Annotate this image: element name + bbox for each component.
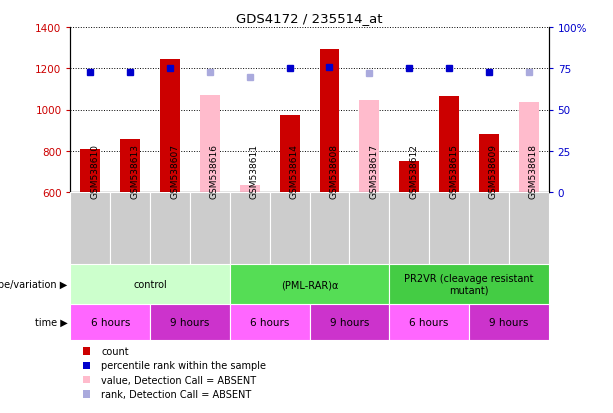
Text: GSM538618: GSM538618	[528, 143, 538, 198]
Bar	[389, 264, 549, 304]
Bar	[439, 97, 459, 192]
Text: GSM538613: GSM538613	[130, 143, 139, 198]
Text: value, Detection Call = ABSENT: value, Detection Call = ABSENT	[101, 375, 256, 385]
Text: PR2VR (cleavage resistant
mutant): PR2VR (cleavage resistant mutant)	[404, 273, 534, 295]
Bar	[429, 192, 469, 264]
Bar	[230, 304, 310, 340]
Bar	[70, 192, 110, 264]
Bar	[70, 264, 230, 304]
Bar	[310, 304, 389, 340]
Bar	[469, 192, 509, 264]
Text: GSM538616: GSM538616	[210, 143, 219, 198]
Text: GSM538611: GSM538611	[250, 143, 259, 198]
Text: GSM538607: GSM538607	[170, 143, 179, 198]
Text: count: count	[101, 346, 129, 356]
Bar	[230, 192, 270, 264]
Text: GSM538614: GSM538614	[289, 144, 299, 198]
Text: GSM538609: GSM538609	[489, 143, 498, 198]
Bar	[519, 103, 539, 192]
Text: 6 hours: 6 hours	[250, 317, 289, 327]
Bar	[389, 304, 469, 340]
Bar	[280, 115, 300, 192]
Text: GSM538612: GSM538612	[409, 144, 418, 198]
Bar	[160, 59, 180, 192]
Text: control: control	[133, 279, 167, 289]
Bar	[150, 192, 190, 264]
Bar	[479, 135, 499, 192]
Bar	[389, 192, 429, 264]
Bar	[270, 192, 310, 264]
Text: 6 hours: 6 hours	[91, 317, 130, 327]
Title: GDS4172 / 235514_at: GDS4172 / 235514_at	[237, 12, 383, 25]
Text: (PML-RAR)α: (PML-RAR)α	[281, 279, 338, 289]
Text: GSM538615: GSM538615	[449, 143, 458, 198]
Bar	[240, 185, 260, 192]
Bar	[469, 304, 549, 340]
Text: rank, Detection Call = ABSENT: rank, Detection Call = ABSENT	[101, 389, 251, 399]
Text: GSM538608: GSM538608	[330, 143, 338, 198]
Bar	[319, 50, 340, 192]
Text: time ▶: time ▶	[35, 317, 67, 327]
Text: 9 hours: 9 hours	[170, 317, 210, 327]
Text: 6 hours: 6 hours	[409, 317, 449, 327]
Text: 9 hours: 9 hours	[489, 317, 528, 327]
Text: GSM538610: GSM538610	[91, 143, 99, 198]
Bar	[110, 192, 150, 264]
Text: percentile rank within the sample: percentile rank within the sample	[101, 361, 266, 370]
Text: 9 hours: 9 hours	[330, 317, 369, 327]
Bar	[200, 96, 220, 192]
Bar	[349, 192, 389, 264]
Text: genotype/variation ▶: genotype/variation ▶	[0, 279, 67, 289]
Bar	[150, 304, 230, 340]
Bar	[399, 162, 419, 192]
Bar	[70, 304, 150, 340]
Bar	[80, 150, 101, 192]
Text: GSM538617: GSM538617	[369, 143, 378, 198]
Bar	[190, 192, 230, 264]
Bar	[310, 192, 349, 264]
Bar	[359, 101, 379, 192]
Bar	[230, 264, 389, 304]
Bar	[120, 140, 140, 192]
Bar	[509, 192, 549, 264]
